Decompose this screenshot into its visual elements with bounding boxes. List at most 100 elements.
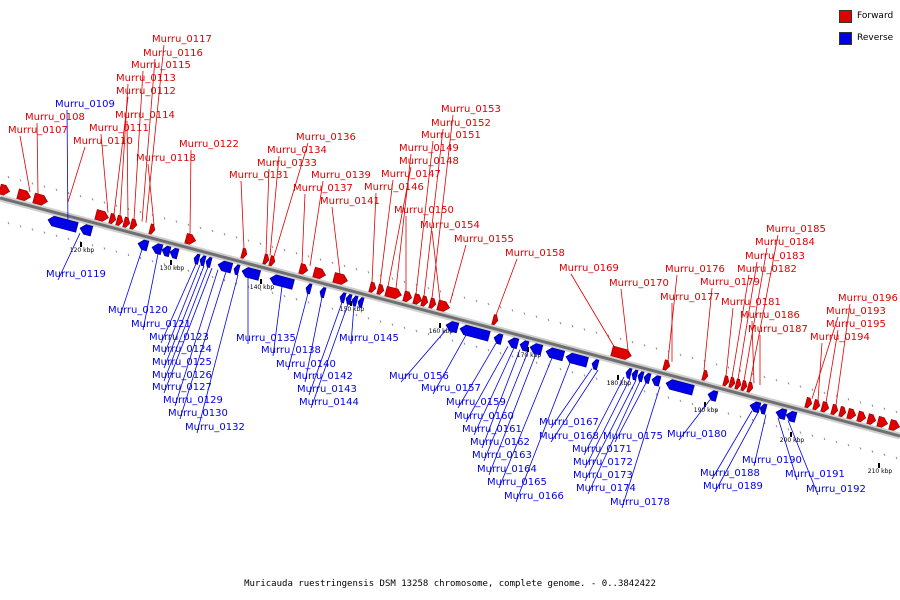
reverse-gene bbox=[357, 297, 365, 309]
forward-gene bbox=[268, 255, 276, 267]
gene-label: Murru_0188 bbox=[700, 468, 760, 479]
gene-label: Murru_0161 bbox=[462, 424, 522, 435]
axis-label: 200 kbp bbox=[780, 437, 805, 444]
gene-label: Murru_0169 bbox=[559, 263, 619, 274]
forward-gene bbox=[838, 405, 847, 418]
forward-gene bbox=[701, 369, 709, 381]
reverse-gene bbox=[493, 333, 504, 345]
reverse-gene bbox=[637, 371, 645, 383]
legend-reverse: Reverse bbox=[839, 31, 893, 45]
forward-gene bbox=[866, 413, 877, 425]
gene-label: Murru_0187 bbox=[748, 324, 808, 335]
gene-label: Murru_0129 bbox=[163, 395, 223, 406]
forward-gene bbox=[32, 192, 48, 206]
reverse-gene bbox=[707, 390, 719, 402]
gene-label: Murru_0175 bbox=[603, 431, 663, 442]
reverse-swatch bbox=[839, 31, 852, 45]
gene-label: Murru_0174 bbox=[576, 483, 636, 494]
gene-label: Murru_0115 bbox=[131, 60, 191, 71]
forward-gene bbox=[436, 299, 451, 312]
forward-gene bbox=[332, 272, 348, 285]
reverse-gene bbox=[345, 293, 353, 305]
gene-label: Murru_0171 bbox=[572, 444, 632, 455]
figure-caption: Muricauda ruestringensis DSM 13258 chrom… bbox=[244, 579, 656, 589]
forward-gene bbox=[94, 209, 109, 222]
gene-label: Murru_0164 bbox=[477, 464, 537, 475]
reverse-gene bbox=[269, 274, 295, 290]
gene-label: Murru_0110 bbox=[73, 136, 133, 147]
gene-label: Murru_0117 bbox=[152, 34, 212, 45]
forward-gene bbox=[722, 375, 730, 387]
reverse-gene bbox=[445, 321, 460, 334]
gene-label: Murru_0140 bbox=[276, 359, 336, 370]
legend-forward: Forward bbox=[839, 9, 893, 23]
forward-gene bbox=[115, 214, 124, 226]
axis-label: 190 kbp bbox=[694, 407, 719, 414]
gene-label: Murru_0193 bbox=[826, 306, 886, 317]
gene-label: Murru_0136 bbox=[296, 132, 356, 143]
reverse-gene bbox=[785, 410, 798, 423]
axis-label: 170 kbp bbox=[517, 352, 542, 359]
reverse-gene bbox=[137, 239, 150, 252]
reverse-gene bbox=[749, 401, 762, 414]
gene-label: Murru_0145 bbox=[339, 333, 399, 344]
reverse-gene bbox=[665, 379, 695, 396]
gene-label: Murru_0142 bbox=[293, 371, 353, 382]
gene-label: Murru_0160 bbox=[454, 411, 514, 422]
gene-labels: Murru_0107 Murru_0108 Murru_0110 Murru_0111… bbox=[8, 34, 898, 508]
reverse-gene bbox=[591, 359, 600, 371]
forward-gene bbox=[804, 396, 813, 409]
forward-swatch bbox=[839, 9, 852, 23]
gene-label: Murru_0156 bbox=[389, 371, 449, 382]
forward-gene bbox=[610, 345, 632, 360]
gene-arrows bbox=[0, 183, 900, 431]
reverse-gene bbox=[305, 283, 313, 295]
reverse-gene bbox=[47, 215, 79, 233]
gene-label: Murru_0162 bbox=[470, 437, 530, 448]
reverse-gene bbox=[625, 368, 633, 380]
forward-gene bbox=[0, 183, 11, 196]
forward-gene bbox=[148, 223, 156, 235]
gene-label: Murru_0178 bbox=[610, 497, 670, 508]
forward-gene bbox=[746, 381, 754, 393]
forward-gene bbox=[240, 247, 248, 259]
reverse-gene bbox=[459, 324, 491, 342]
gene-label: Murru_0150 bbox=[394, 205, 454, 216]
forward-gene bbox=[298, 263, 309, 275]
reverse-gene bbox=[217, 260, 234, 274]
reverse-gene bbox=[545, 347, 566, 362]
forward-gene bbox=[662, 359, 671, 371]
gene-label: Murru_0126 bbox=[152, 370, 212, 381]
forward-gene bbox=[491, 314, 499, 326]
gene-label: Murru_0166 bbox=[504, 491, 564, 502]
reverse-gene bbox=[205, 256, 213, 268]
gene-label: Murru_0172 bbox=[573, 457, 633, 468]
reverse-gene bbox=[79, 224, 94, 237]
axis-label: 140 kbp bbox=[250, 284, 275, 291]
gene-label: Murru_0181 bbox=[721, 297, 781, 308]
gene-label: Murru_0108 bbox=[25, 112, 85, 123]
reverse-gene bbox=[529, 343, 544, 356]
reverse-gene bbox=[775, 408, 788, 420]
label-leader-lines bbox=[19, 44, 851, 509]
gene-label: Murru_0132 bbox=[185, 422, 245, 433]
gene-label: Murru_0191 bbox=[785, 469, 845, 480]
gene-label: Murru_0159 bbox=[446, 397, 506, 408]
gene-label: Murru_0155 bbox=[454, 234, 514, 245]
gene-label: Murru_0111 bbox=[89, 123, 149, 134]
forward-gene bbox=[368, 281, 377, 293]
legend-reverse-label: Reverse bbox=[857, 33, 894, 43]
gene-label: Murru_0114 bbox=[115, 110, 175, 121]
reverse-gene bbox=[759, 403, 768, 415]
axis-label: 180 kbp bbox=[607, 380, 632, 387]
forward-gene bbox=[129, 218, 138, 230]
reverse-gene bbox=[519, 340, 530, 352]
gene-label: Murru_0163 bbox=[472, 450, 532, 461]
forward-gene bbox=[312, 266, 327, 279]
gene-label: Murru_0148 bbox=[399, 156, 459, 167]
reverse-gene bbox=[643, 372, 652, 385]
gene-label: Murru_0182 bbox=[737, 264, 797, 275]
forward-gene bbox=[108, 212, 117, 225]
reverse-gene bbox=[351, 295, 359, 307]
